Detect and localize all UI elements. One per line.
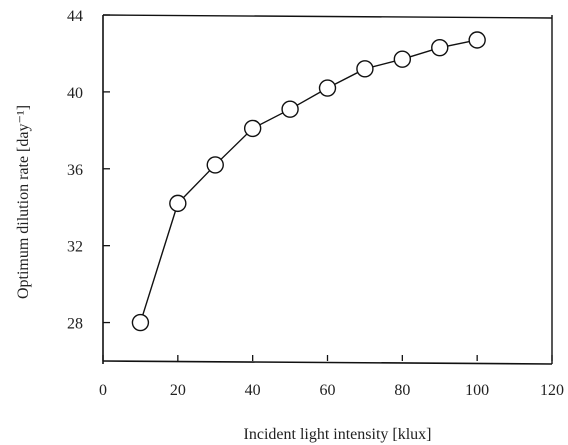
data-point-marker bbox=[206, 156, 224, 174]
data-point-marker bbox=[393, 50, 412, 68]
data-point-marker bbox=[318, 79, 337, 97]
x-axis-title: Incident light intensity [klux] bbox=[244, 426, 432, 443]
x-tick-label: 0 bbox=[99, 382, 107, 399]
data-point-marker bbox=[281, 100, 299, 118]
x-tick-label: 40 bbox=[245, 382, 261, 399]
data-point-marker bbox=[356, 60, 374, 78]
series-line bbox=[139, 39, 478, 323]
data-point-marker bbox=[169, 194, 187, 213]
y-tick-label: 36 bbox=[67, 162, 83, 179]
axis-ticks: 28 32 36 40 44 0 20 40 60 80 100 120 bbox=[67, 8, 564, 399]
x-tick-label: 100 bbox=[465, 382, 489, 399]
x-tick-label: 60 bbox=[320, 382, 336, 399]
y-tick-label: 28 bbox=[67, 316, 83, 333]
y-tick-label: 44 bbox=[67, 8, 83, 25]
x-tick-label: 80 bbox=[394, 382, 410, 399]
data-point-marker bbox=[431, 38, 449, 57]
y-tick-label: 40 bbox=[67, 85, 83, 102]
top-frame-line bbox=[102, 14, 553, 19]
axes-frame bbox=[102, 14, 553, 365]
x-tick-label: 20 bbox=[170, 382, 186, 399]
x-tick-label: 120 bbox=[540, 382, 564, 399]
data-point-marker bbox=[468, 31, 486, 49]
y-tick-label: 32 bbox=[67, 239, 83, 256]
data-point-marker bbox=[131, 313, 150, 332]
data-series bbox=[131, 31, 486, 332]
y-axis-title: Optimum dilution rate [day⁻¹] bbox=[15, 105, 32, 299]
data-point-marker bbox=[243, 119, 262, 138]
x-axis-line bbox=[102, 360, 553, 365]
